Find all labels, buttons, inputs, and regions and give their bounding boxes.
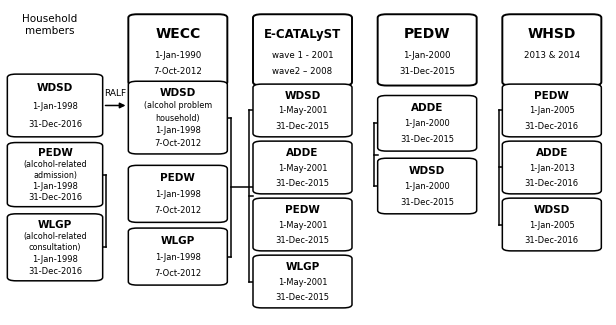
- FancyBboxPatch shape: [378, 96, 477, 151]
- Text: 7-Oct-2012: 7-Oct-2012: [154, 269, 201, 278]
- FancyBboxPatch shape: [378, 158, 477, 214]
- Text: 1-Jan-2000: 1-Jan-2000: [404, 119, 450, 128]
- FancyBboxPatch shape: [378, 14, 477, 85]
- Text: household): household): [155, 114, 200, 123]
- FancyBboxPatch shape: [502, 84, 601, 137]
- Text: 1-Jan-1998: 1-Jan-1998: [32, 255, 78, 264]
- Text: 31-Dec-2016: 31-Dec-2016: [525, 122, 579, 131]
- Text: 1-Jan-1998: 1-Jan-1998: [32, 102, 78, 110]
- Text: (alcohol problem: (alcohol problem: [144, 101, 212, 110]
- Text: 31-Dec-2015: 31-Dec-2015: [275, 122, 330, 131]
- Text: 1-Jan-2005: 1-Jan-2005: [529, 221, 575, 229]
- Text: wave2 – 2008: wave2 – 2008: [272, 67, 333, 76]
- Text: 1-Jan-2013: 1-Jan-2013: [529, 163, 575, 173]
- Text: 7-Oct-2012: 7-Oct-2012: [154, 206, 201, 215]
- FancyBboxPatch shape: [502, 14, 601, 85]
- Text: 1-Jan-2005: 1-Jan-2005: [529, 107, 575, 115]
- Text: WDSD: WDSD: [37, 83, 73, 93]
- FancyBboxPatch shape: [253, 84, 352, 137]
- FancyBboxPatch shape: [128, 14, 227, 85]
- Text: 31-Dec-2016: 31-Dec-2016: [525, 179, 579, 188]
- Text: 31-Dec-2015: 31-Dec-2015: [275, 293, 330, 302]
- Text: admission): admission): [33, 171, 77, 180]
- Text: WDSD: WDSD: [285, 91, 320, 101]
- FancyBboxPatch shape: [128, 228, 227, 285]
- Text: WDSD: WDSD: [160, 88, 196, 98]
- FancyBboxPatch shape: [7, 74, 103, 137]
- Text: 1-May-2001: 1-May-2001: [278, 278, 327, 287]
- FancyBboxPatch shape: [7, 143, 103, 207]
- FancyBboxPatch shape: [128, 81, 227, 154]
- Text: 31-Dec-2015: 31-Dec-2015: [400, 198, 454, 207]
- Text: (alcohol-related: (alcohol-related: [23, 160, 87, 169]
- Text: 1-May-2001: 1-May-2001: [278, 221, 327, 229]
- Text: consultation): consultation): [29, 243, 81, 253]
- FancyBboxPatch shape: [253, 14, 352, 85]
- Text: (alcohol-related: (alcohol-related: [23, 232, 87, 241]
- Text: WLGP: WLGP: [285, 262, 320, 272]
- Text: 31-Dec-2015: 31-Dec-2015: [275, 236, 330, 245]
- Text: 31-Dec-2015: 31-Dec-2015: [399, 67, 455, 76]
- FancyBboxPatch shape: [502, 141, 601, 194]
- Text: 1-Jan-2000: 1-Jan-2000: [404, 182, 450, 191]
- Text: WLGP: WLGP: [161, 236, 195, 246]
- Text: PEDW: PEDW: [404, 27, 450, 41]
- Text: wave 1 - 2001: wave 1 - 2001: [272, 51, 333, 60]
- Text: 7-Oct-2012: 7-Oct-2012: [153, 67, 202, 76]
- Text: PEDW: PEDW: [160, 173, 195, 183]
- Text: 1-May-2001: 1-May-2001: [278, 107, 327, 115]
- FancyBboxPatch shape: [253, 255, 352, 308]
- Text: PEDW: PEDW: [535, 91, 569, 101]
- Text: WECC: WECC: [155, 27, 200, 41]
- Text: Household
members: Household members: [22, 14, 78, 36]
- Text: WHSD: WHSD: [528, 27, 576, 41]
- Text: 1-Jan-1998: 1-Jan-1998: [155, 126, 201, 135]
- Text: 1-Jan-1998: 1-Jan-1998: [32, 182, 78, 191]
- Text: WLGP: WLGP: [38, 220, 72, 230]
- FancyBboxPatch shape: [7, 214, 103, 281]
- Text: 31-Dec-2016: 31-Dec-2016: [28, 193, 82, 202]
- FancyBboxPatch shape: [502, 198, 601, 251]
- Text: 31-Dec-2016: 31-Dec-2016: [28, 266, 82, 276]
- Text: 1-Jan-1998: 1-Jan-1998: [155, 190, 201, 199]
- Text: ADDE: ADDE: [286, 148, 318, 158]
- Text: 31-Dec-2016: 31-Dec-2016: [525, 236, 579, 245]
- FancyBboxPatch shape: [253, 141, 352, 194]
- Text: ADDE: ADDE: [411, 103, 444, 113]
- Text: 31-Dec-2015: 31-Dec-2015: [400, 135, 454, 144]
- Text: PEDW: PEDW: [38, 148, 73, 158]
- Text: ADDE: ADDE: [536, 148, 568, 158]
- Text: 31-Dec-2015: 31-Dec-2015: [275, 179, 330, 188]
- Text: 1-Jan-1990: 1-Jan-1990: [154, 51, 201, 60]
- Text: 1-May-2001: 1-May-2001: [278, 163, 327, 173]
- Text: PEDW: PEDW: [285, 205, 320, 215]
- Text: 31-Dec-2016: 31-Dec-2016: [28, 120, 82, 129]
- Text: WDSD: WDSD: [409, 166, 445, 176]
- Text: 2013 & 2014: 2013 & 2014: [524, 51, 580, 60]
- FancyBboxPatch shape: [128, 165, 227, 222]
- Text: 7-Oct-2012: 7-Oct-2012: [154, 139, 201, 148]
- Text: 1-Jan-2000: 1-Jan-2000: [403, 51, 451, 60]
- Text: 1-Jan-1998: 1-Jan-1998: [155, 253, 201, 262]
- Text: WDSD: WDSD: [533, 205, 570, 215]
- FancyBboxPatch shape: [253, 198, 352, 251]
- Text: RALF: RALF: [104, 89, 126, 98]
- Text: E-CATALyST: E-CATALyST: [264, 28, 341, 41]
